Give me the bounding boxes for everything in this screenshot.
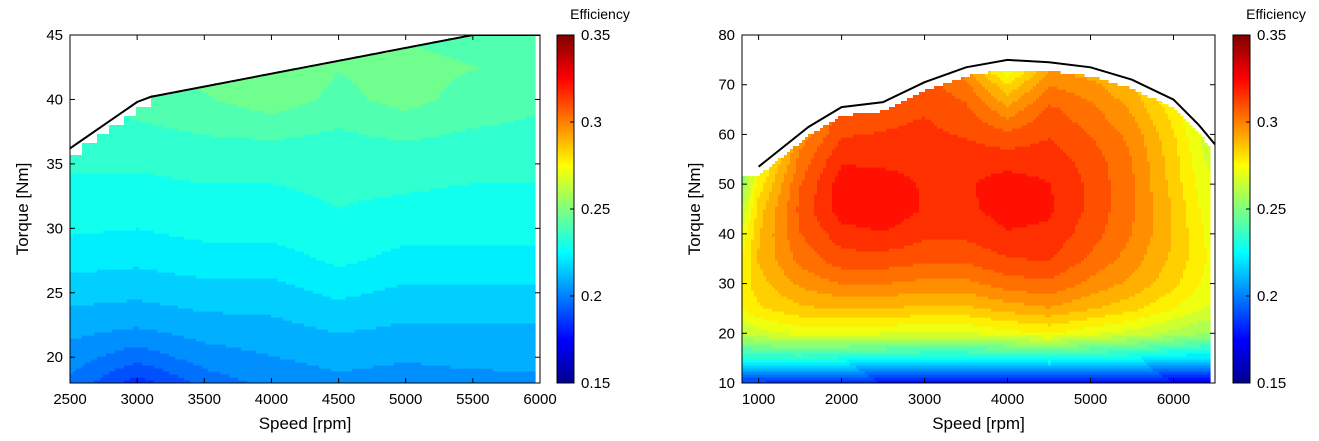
colorbar-tick-label: 0.35: [1257, 27, 1286, 44]
colorbar-tick-label: 0.2: [581, 288, 602, 305]
colorbar-tick-label: 0.15: [1257, 375, 1286, 392]
x-tick-label: 4000: [991, 391, 1024, 408]
colorbar-tick-label: 0.3: [581, 114, 602, 131]
colorbar-tick-label: 0.3: [1257, 114, 1278, 131]
y-tick-label: 40: [718, 226, 735, 243]
x-axis-label: Speed [rpm]: [259, 414, 352, 433]
y-tick-label: 30: [46, 220, 63, 237]
y-axis-label: Torque [Nm]: [13, 163, 32, 256]
colorbar: 0.15 0.2 0.25 0.3 0.35 Efficiency: [556, 6, 630, 392]
y-tick-label: 45: [46, 27, 63, 44]
x-tick-label: 3000: [120, 391, 153, 408]
colorbar-tick-label: 0.15: [581, 375, 610, 392]
x-tick-label: 6000: [523, 391, 556, 408]
y-tick-label: 60: [718, 126, 735, 143]
x-tick-label: 3000: [908, 391, 941, 408]
colorbar-tick-label: 0.35: [581, 27, 610, 44]
colorbar-tick-label: 0.25: [1257, 201, 1286, 218]
efficiency-surface: [742, 71, 1211, 383]
x-tick-label: 5000: [1074, 391, 1107, 408]
colorbar-title: Efficiency: [1246, 6, 1306, 22]
axes-frame: [69, 34, 541, 384]
x-tick-label: 4500: [322, 391, 355, 408]
x-tick-label: 3500: [188, 391, 221, 408]
x-tick-label: 1000: [742, 391, 775, 408]
y-tick-label: 20: [46, 349, 63, 366]
x-tick-label: 4000: [255, 391, 288, 408]
axes-frame: [741, 34, 1216, 384]
colorbar-tick-label: 0.2: [1257, 288, 1278, 305]
y-tick-label: 80: [718, 27, 735, 44]
colorbar: 0.15 0.2 0.25 0.3 0.35 Efficiency: [1232, 6, 1306, 392]
x-tick-label: 5000: [389, 391, 422, 408]
x-tick-label: 2000: [825, 391, 858, 408]
x-axis-label: Speed [rpm]: [932, 414, 1025, 433]
y-tick-label: 40: [46, 91, 63, 108]
y-axis-label: Torque [Nm]: [685, 163, 704, 256]
y-tick-label: 10: [718, 375, 735, 392]
y-tick-label: 50: [718, 176, 735, 193]
x-tick-label: 2500: [53, 391, 86, 408]
max-torque-line: [70, 35, 540, 150]
y-tick-label: 35: [46, 156, 63, 173]
chart-right: 1000 2000 3000 4000 5000 6000 10 20 30 40 50 60 70 80…: [685, 6, 1306, 433]
colorbar-tick-label: 0.25: [581, 201, 610, 218]
y-tick-label: 25: [46, 285, 63, 302]
chart-left: 2500 3000 3500 4000 4500 5000 5500 6000 20 25 30 35…: [13, 6, 630, 433]
x-tick-label: 6000: [1157, 391, 1190, 408]
max-torque-line: [757, 58, 1215, 168]
y-tick-label: 30: [718, 276, 735, 293]
efficiency-surface: [70, 35, 536, 383]
y-tick-label: 70: [718, 77, 735, 94]
x-tick-label: 5500: [456, 391, 489, 408]
y-tick-label: 20: [718, 325, 735, 342]
colorbar-title: Efficiency: [570, 6, 630, 22]
